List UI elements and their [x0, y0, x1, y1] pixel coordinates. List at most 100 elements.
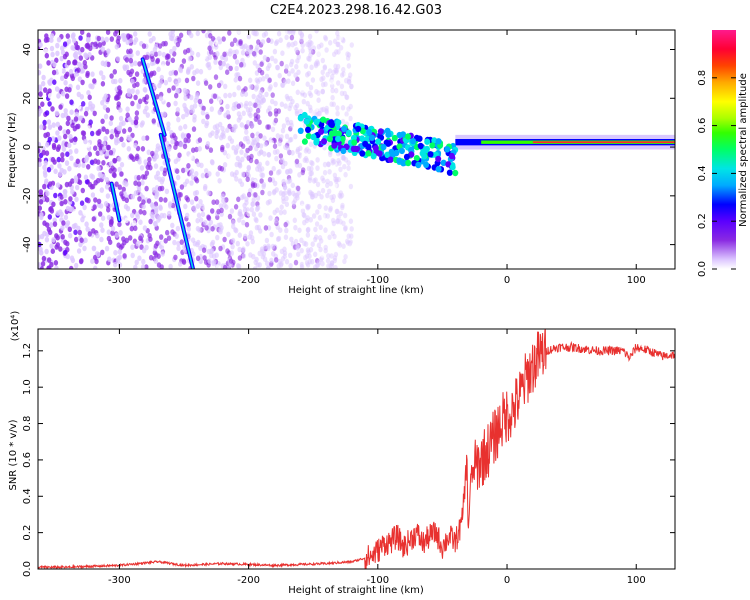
noise-blob — [313, 264, 318, 269]
noise-blob — [218, 222, 223, 228]
noise-blob — [302, 219, 307, 226]
noise-blob — [237, 232, 242, 238]
noise-blob — [177, 152, 182, 158]
noise-blob — [159, 74, 164, 81]
noise-blob — [341, 37, 346, 44]
noise-blob — [329, 101, 334, 107]
noise-blob — [52, 159, 57, 165]
noise-blob — [168, 263, 173, 269]
noise-blob — [239, 149, 244, 155]
noise-blob — [133, 264, 138, 269]
noise-blob — [113, 78, 118, 85]
noise-blob — [254, 158, 259, 165]
noise-blob — [83, 110, 89, 117]
noise-blob — [346, 78, 352, 85]
noise-blob — [153, 208, 159, 215]
noise-blob — [340, 204, 345, 211]
streak-1-core — [141, 58, 166, 136]
noise-blob — [306, 226, 311, 233]
noise-blob — [126, 134, 131, 141]
noise-blob — [128, 71, 133, 78]
noise-blob — [79, 200, 85, 206]
noise-blob — [50, 248, 55, 254]
noise-blob — [49, 37, 54, 43]
noise-blob — [261, 76, 266, 82]
colorbar-tick-label: 0.8 — [697, 70, 708, 86]
noise-blob — [55, 182, 61, 188]
noise-blob — [49, 243, 54, 249]
noise-blob — [207, 258, 212, 265]
noise-blob — [158, 196, 164, 203]
noise-blob — [183, 106, 188, 112]
noise-blob — [248, 84, 254, 90]
noise-blob — [273, 180, 278, 187]
noise-blob — [278, 209, 284, 216]
x-tick-label: -100 — [366, 575, 389, 586]
noise-blob — [207, 64, 212, 71]
noise-blob — [210, 226, 215, 232]
noise-blob — [332, 51, 337, 58]
noise-blob — [77, 179, 83, 186]
noise-blob — [100, 46, 106, 52]
snr-axes-frame — [37, 328, 676, 570]
colorbar-tick-label: 0.6 — [697, 118, 708, 134]
spectrogram-y-label: Frequency (Hz) — [7, 112, 18, 188]
noise-blob — [87, 94, 92, 101]
noise-blob — [243, 103, 248, 109]
noise-blob — [89, 159, 95, 166]
noise-blob — [189, 199, 195, 205]
noise-blob — [349, 226, 354, 232]
noise-blob — [322, 161, 328, 168]
noise-blob — [262, 135, 267, 141]
noise-blob — [220, 146, 225, 153]
noise-blob — [255, 107, 261, 114]
noise-blob — [109, 73, 114, 79]
noise-blob — [326, 161, 331, 168]
noise-blob — [162, 167, 168, 174]
noise-blob — [218, 134, 224, 141]
noise-blob — [80, 130, 86, 136]
noise-blob — [62, 41, 68, 47]
noise-blob — [171, 85, 176, 91]
noise-blob — [257, 262, 262, 268]
noise-blob — [225, 109, 230, 116]
noise-blob — [118, 121, 124, 127]
noise-blob — [255, 136, 260, 143]
noise-blob — [240, 194, 245, 201]
transition-blob — [369, 134, 375, 141]
noise-blob — [331, 101, 336, 108]
noise-blob — [285, 120, 290, 126]
noise-blob — [274, 187, 279, 193]
noise-blob — [333, 176, 338, 182]
noise-blob — [186, 132, 191, 139]
snr-series-line — [38, 329, 675, 569]
noise-blob — [143, 159, 148, 165]
noise-blob — [237, 246, 242, 253]
noise-blob — [291, 190, 296, 197]
snr-y-label: SNR (10 * v/v) — [8, 419, 19, 490]
noise-blob — [44, 52, 49, 59]
noise-blob — [266, 152, 272, 158]
noise-blob — [133, 31, 138, 37]
noise-blob — [92, 110, 97, 117]
noise-blob — [137, 196, 142, 202]
noise-blob — [96, 35, 102, 42]
noise-blob — [198, 68, 204, 75]
noise-blob — [75, 44, 81, 51]
transition-blob — [435, 138, 442, 145]
noise-blob — [108, 120, 114, 127]
x-tick-label: 0 — [504, 275, 510, 286]
noise-blob — [63, 214, 69, 221]
noise-blob — [320, 81, 326, 88]
noise-blob — [345, 238, 350, 245]
noise-blob — [300, 203, 305, 210]
y-tick-label: 0.4 — [22, 488, 33, 504]
noise-blob — [59, 211, 64, 218]
noise-blob — [270, 98, 275, 105]
noise-blob — [323, 247, 328, 254]
noise-blob — [201, 118, 206, 125]
noise-blob — [267, 176, 273, 183]
noise-blob — [100, 60, 106, 67]
noise-blob — [109, 115, 114, 121]
noise-blob — [85, 43, 91, 50]
